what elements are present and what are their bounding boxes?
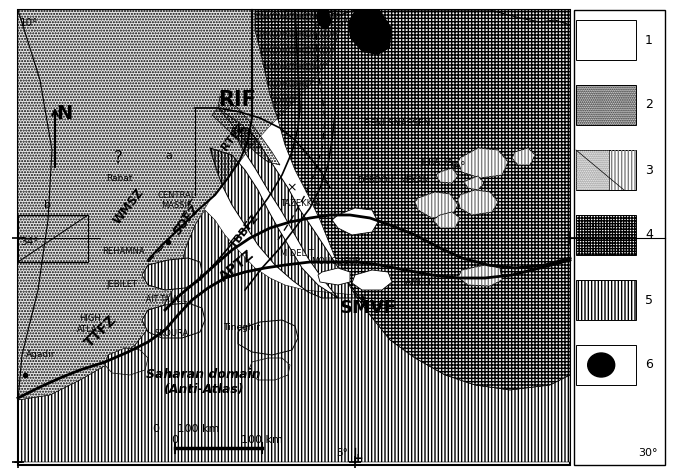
- Polygon shape: [248, 358, 290, 380]
- Text: 1: 1: [645, 33, 653, 47]
- Text: CENTRAL
MASSIF: CENTRAL MASSIF: [157, 191, 196, 210]
- Text: Saharan domain
(Anti-Atlas): Saharan domain (Anti-Atlas): [146, 367, 260, 396]
- Text: RTFZ: RTFZ: [220, 121, 247, 152]
- Bar: [576, 215, 636, 255]
- Polygon shape: [415, 192, 458, 218]
- Text: 5: 5: [645, 294, 653, 307]
- Text: TBBFZ: TBBFZ: [229, 213, 261, 250]
- Text: 34°: 34°: [20, 237, 38, 247]
- Text: ?: ?: [113, 149, 122, 167]
- Text: MOUGUEUR: MOUGUEUR: [311, 257, 361, 266]
- Text: 30°: 30°: [638, 448, 658, 458]
- Bar: [609, 150, 636, 190]
- Text: 3: 3: [645, 163, 653, 177]
- Text: ×: ×: [287, 181, 297, 195]
- Text: Rabat: Rabat: [106, 174, 133, 183]
- Bar: [576, 280, 636, 320]
- Bar: [576, 280, 636, 320]
- Polygon shape: [332, 208, 378, 235]
- Text: N: N: [57, 104, 73, 122]
- Text: SOFZ: SOFZ: [170, 202, 202, 238]
- Text: +: +: [13, 456, 24, 468]
- Text: JEBILET: JEBILET: [106, 280, 137, 289]
- Text: 2: 2: [645, 99, 653, 111]
- Text: RIF: RIF: [219, 90, 256, 110]
- Bar: [576, 20, 636, 60]
- Text: 6: 6: [645, 358, 653, 371]
- Polygon shape: [464, 176, 484, 190]
- Text: MEKAM: MEKAM: [398, 176, 429, 185]
- Text: BENI SNASSEN: BENI SNASSEN: [364, 119, 430, 129]
- Text: JERADA: JERADA: [421, 158, 454, 167]
- Text: 34°: 34°: [448, 161, 466, 171]
- Text: b: b: [44, 200, 51, 210]
- Text: a: a: [166, 150, 172, 160]
- Polygon shape: [433, 212, 460, 228]
- Bar: [576, 150, 609, 190]
- Polygon shape: [458, 190, 498, 215]
- Bar: [576, 215, 636, 255]
- Polygon shape: [142, 258, 202, 290]
- Polygon shape: [142, 303, 205, 338]
- Text: Agadir: Agadir: [26, 350, 56, 359]
- Polygon shape: [512, 148, 535, 165]
- Text: TAMLEL T: TAMLEL T: [400, 278, 440, 287]
- Text: DEBDOU: DEBDOU: [357, 176, 394, 185]
- Bar: [576, 20, 636, 60]
- Polygon shape: [318, 268, 350, 285]
- Bar: [576, 85, 636, 125]
- Bar: [576, 150, 636, 190]
- Text: 4: 4: [645, 228, 653, 241]
- Bar: [574, 10, 665, 465]
- Bar: [576, 85, 636, 125]
- Polygon shape: [348, 10, 392, 55]
- Text: 5°: 5°: [336, 448, 348, 458]
- Text: 10°: 10°: [20, 18, 38, 28]
- Text: REHAMNA: REHAMNA: [102, 248, 145, 256]
- Text: 5°: 5°: [336, 18, 348, 28]
- Polygon shape: [238, 320, 298, 355]
- Bar: [576, 345, 636, 385]
- Ellipse shape: [588, 353, 614, 377]
- Text: SKOURA: SKOURA: [155, 329, 189, 337]
- Text: 0: 0: [172, 435, 178, 445]
- Polygon shape: [436, 168, 458, 183]
- Text: TAZEKK A: TAZEKK A: [280, 199, 320, 208]
- Polygon shape: [352, 270, 392, 290]
- Text: MIDEL T: MIDEL T: [281, 248, 314, 258]
- Polygon shape: [105, 348, 148, 375]
- Polygon shape: [18, 210, 570, 462]
- Polygon shape: [255, 10, 570, 390]
- Text: +: +: [353, 452, 363, 465]
- Polygon shape: [458, 148, 508, 178]
- Text: SMVF: SMVF: [340, 299, 397, 317]
- Text: ?: ?: [352, 10, 358, 20]
- Bar: [18, 10, 570, 465]
- Polygon shape: [316, 10, 332, 30]
- Text: TTFZ: TTFZ: [82, 312, 120, 350]
- Text: 0     100 km: 0 100 km: [153, 425, 219, 435]
- Text: APTZ: APTZ: [217, 247, 258, 284]
- Text: HIGH
ATLAS: HIGH ATLAS: [77, 315, 103, 334]
- Polygon shape: [458, 265, 502, 286]
- Text: AIT TAMLIL: AIT TAMLIL: [145, 295, 187, 304]
- Polygon shape: [18, 10, 340, 400]
- Text: 100 km: 100 km: [241, 435, 283, 445]
- Text: Tineghir: Tineghir: [223, 323, 260, 332]
- Text: WMSZ: WMSZ: [111, 186, 147, 227]
